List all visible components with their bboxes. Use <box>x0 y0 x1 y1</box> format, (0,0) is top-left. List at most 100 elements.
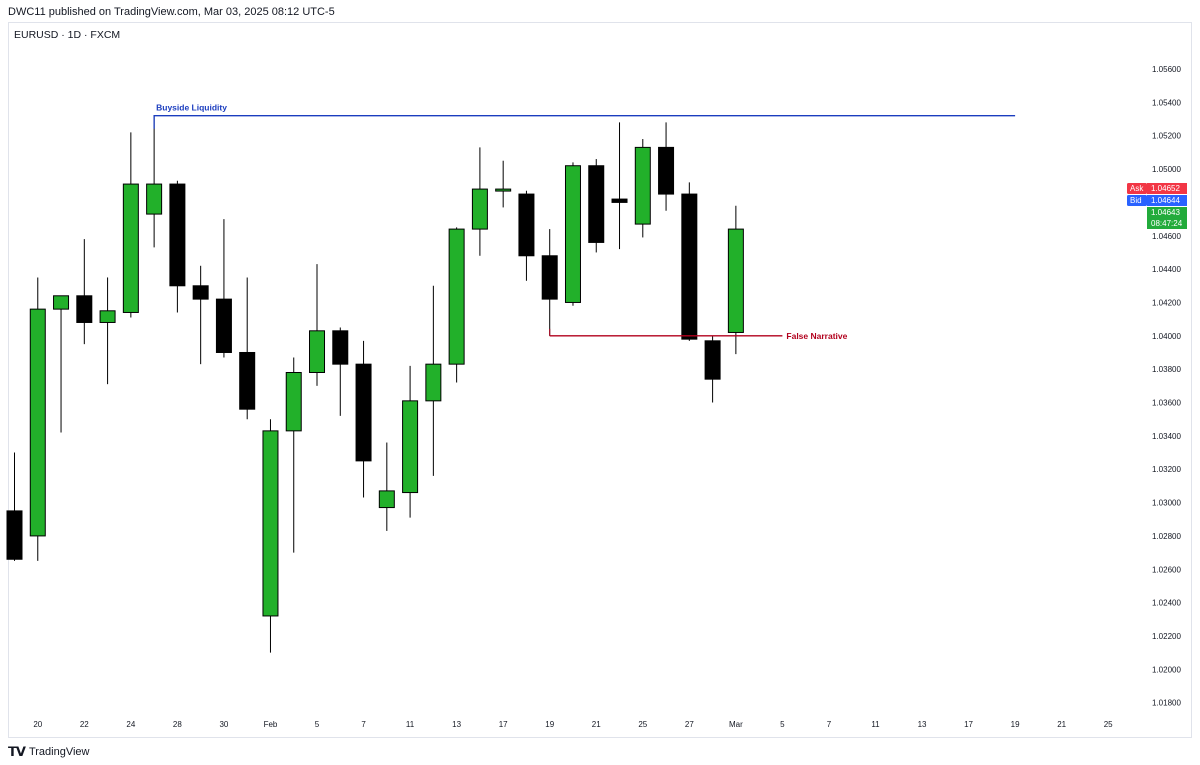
date-tick-label: 17 <box>499 720 508 729</box>
candle <box>53 295 70 433</box>
badge-value: 1.04644 <box>1151 196 1180 205</box>
date-tick-label: 30 <box>219 720 228 729</box>
badge-tag <box>1127 183 1147 194</box>
footer: 𝗧𝗩 TradingView <box>8 744 89 760</box>
candle-body <box>495 188 512 192</box>
candle <box>681 182 698 341</box>
badge-tag-label: Ask <box>1130 184 1144 193</box>
candle-body <box>146 183 163 215</box>
candle-body <box>471 188 488 230</box>
badge-value: 1.04652 <box>1151 184 1180 193</box>
candle <box>146 115 163 248</box>
price-tick-label: 1.04000 <box>1152 332 1181 341</box>
price-tick-label: 1.01800 <box>1152 699 1181 708</box>
chart-frame <box>8 22 1192 738</box>
date-tick-label: 13 <box>452 720 461 729</box>
candle <box>727 205 744 355</box>
candle-body <box>76 295 93 323</box>
price-badges: Ask 1.04652 Bid 1.04644 1.04643 08:47:24 <box>1127 183 1187 229</box>
candle <box>541 229 558 336</box>
time-axis: 20 22 24 28 30 Feb 5 7 11 13 17 19 21 25 27 Mar 5 7 11 13 17… <box>33 720 1113 729</box>
candle <box>309 264 326 386</box>
candle-body <box>53 295 70 310</box>
price-tick-label: 1.02600 <box>1152 565 1181 574</box>
buyside-liquidity-line <box>153 115 1016 129</box>
buyside-liquidity-label: Buyside Liquidity <box>156 103 227 113</box>
date-tick-label: 20 <box>33 720 42 729</box>
candle <box>6 452 23 561</box>
candle <box>611 122 628 250</box>
candle-body <box>332 330 349 365</box>
candles-layer <box>6 115 744 653</box>
candle <box>495 160 512 208</box>
candle-body <box>215 298 232 353</box>
date-tick-label: 25 <box>638 720 647 729</box>
date-tick-label: 24 <box>126 720 135 729</box>
candle-body <box>634 146 651 225</box>
date-tick-label: 7 <box>827 720 832 729</box>
candle-body <box>658 146 675 195</box>
date-tick-label: 17 <box>964 720 973 729</box>
badge-tag-label: Bid <box>1130 196 1142 205</box>
date-tick-label: Mar <box>729 720 743 729</box>
candle-body <box>309 330 326 373</box>
candle <box>448 227 465 383</box>
candle <box>471 147 488 256</box>
date-tick-label: 28 <box>173 720 182 729</box>
annotations-layer: Buyside Liquidity False Narrative <box>153 103 1016 341</box>
candle <box>658 122 675 211</box>
candle-body <box>192 285 209 300</box>
candle-body <box>704 340 721 380</box>
symbol-legend[interactable]: EURUSD · 1D · FXCM <box>14 29 121 41</box>
tradingview-logo-icon[interactable]: 𝗧𝗩 <box>8 744 26 759</box>
price-tick-label: 1.02000 <box>1152 665 1181 674</box>
price-badge: Bid 1.04644 <box>1127 195 1187 206</box>
candle-body <box>378 490 395 509</box>
candle-body <box>262 430 279 617</box>
candle <box>215 219 232 358</box>
date-tick-label: Feb <box>264 720 278 729</box>
candle-body <box>425 363 442 402</box>
candle-body <box>541 255 558 300</box>
candle <box>402 365 419 518</box>
candle-body <box>681 193 698 340</box>
date-tick-label: 19 <box>1011 720 1020 729</box>
candle-body <box>564 165 581 303</box>
price-tick-label: 1.03400 <box>1152 432 1181 441</box>
candle-body <box>6 510 23 560</box>
price-tick-label: 1.05000 <box>1152 165 1181 174</box>
last-price-value: 1.04643 <box>1151 208 1180 217</box>
date-tick-label: 22 <box>80 720 89 729</box>
candle <box>634 139 651 238</box>
price-tick-label: 1.02400 <box>1152 599 1181 608</box>
candle-body <box>588 165 605 243</box>
candle-body <box>29 308 46 537</box>
date-tick-label: 7 <box>361 720 366 729</box>
badge-tag <box>1127 195 1147 206</box>
date-tick-label: 21 <box>592 720 601 729</box>
candle <box>704 335 721 403</box>
candle <box>262 419 279 653</box>
candle-body <box>99 310 116 323</box>
price-tick-label: 1.03200 <box>1152 465 1181 474</box>
candle <box>169 180 186 313</box>
price-tick-label: 1.02200 <box>1152 632 1181 641</box>
candle-body <box>727 228 744 333</box>
price-badge: Ask 1.04652 <box>1127 183 1187 194</box>
price-tick-label: 1.04400 <box>1152 265 1181 274</box>
price-tick-label: 1.05600 <box>1152 65 1181 74</box>
candle <box>192 265 209 365</box>
candle <box>285 357 302 553</box>
false-narrative-label: False Narrative <box>786 331 847 341</box>
candle-body <box>355 363 372 462</box>
price-tick-label: 1.03000 <box>1152 499 1181 508</box>
price-tick-label: 1.05200 <box>1152 132 1181 141</box>
brand-name[interactable]: TradingView <box>28 746 90 758</box>
price-badge: 1.04643 08:47:24 <box>1147 207 1187 229</box>
date-tick-label: 27 <box>685 720 694 729</box>
candle <box>425 285 442 476</box>
candle <box>29 277 46 561</box>
candle <box>99 277 116 385</box>
candle <box>518 190 535 281</box>
